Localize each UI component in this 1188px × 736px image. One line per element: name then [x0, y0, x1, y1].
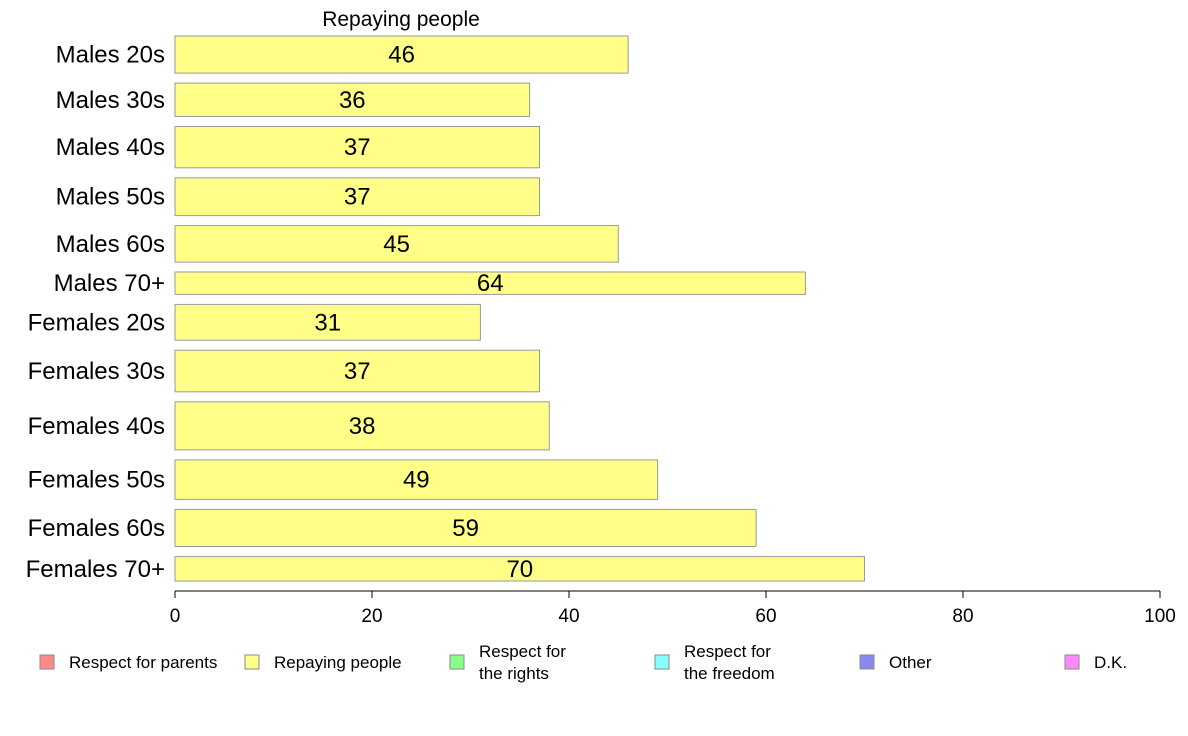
category-label: Males 70+ [54, 270, 165, 297]
legend-swatch [39, 654, 55, 670]
category-label: Males 40s [56, 134, 165, 161]
legend-label: Other [889, 653, 932, 672]
chart-title: Repaying people [322, 8, 480, 31]
bars-group: Males 20s 46 Males 30s 36 Males 40s 37 Males 5… [26, 35, 865, 583]
value-label: 38 [349, 413, 376, 440]
category-label: Males 50s [56, 184, 165, 211]
x-tick-label: 100 [1144, 606, 1176, 627]
bar [174, 508, 757, 547]
category-label: Females 40s [28, 413, 165, 440]
category-label: Females 70+ [26, 556, 165, 583]
x-tick-label: 40 [558, 606, 579, 627]
x-tick-label: 80 [952, 606, 973, 627]
value-label: 46 [388, 42, 415, 69]
bar [174, 401, 550, 451]
x-axis: 0 20 40 60 80 100 [170, 590, 1176, 627]
bar [174, 82, 531, 117]
legend-label: D.K. [1094, 653, 1127, 672]
legend-swatch [654, 654, 670, 670]
value-label: 31 [314, 309, 341, 336]
value-label: 45 [383, 231, 410, 258]
x-tick-label: 20 [361, 606, 382, 627]
bar [174, 126, 540, 169]
bar [174, 349, 540, 393]
category-label: Males 20s [56, 42, 165, 69]
category-label: Females 30s [28, 358, 165, 385]
bar [174, 303, 481, 341]
category-label: Males 30s [56, 87, 165, 114]
value-label: 59 [452, 515, 479, 542]
category-label: Females 50s [28, 467, 165, 494]
legend-label: Repaying people [274, 653, 402, 672]
bar [174, 271, 806, 295]
value-label: 49 [403, 467, 430, 494]
value-label: 36 [339, 87, 366, 114]
value-label: 64 [477, 270, 504, 297]
legend-label: Respect for the freedom [684, 642, 775, 683]
bar [174, 225, 619, 263]
category-label: Females 20s [28, 309, 165, 336]
legend-swatch [244, 654, 260, 670]
bar [174, 177, 540, 217]
value-label: 70 [506, 556, 533, 583]
value-label: 37 [344, 134, 371, 161]
bar [174, 556, 865, 582]
category-label: Males 60s [56, 231, 165, 258]
value-label: 37 [344, 358, 371, 385]
legend-swatch [859, 654, 875, 670]
legend-label: Respect for parents [69, 653, 217, 672]
x-tick-label: 60 [755, 606, 776, 627]
legend-swatch [1064, 654, 1080, 670]
bar [174, 459, 659, 500]
category-label: Females 60s [28, 515, 165, 542]
legend-swatch [449, 654, 465, 670]
legend-label: Respect for the rights [479, 642, 566, 683]
x-tick-label: 0 [170, 606, 181, 627]
legend: Respect for parents Repaying people Respec… [39, 642, 1127, 683]
value-label: 37 [344, 184, 371, 211]
bar [174, 35, 629, 74]
